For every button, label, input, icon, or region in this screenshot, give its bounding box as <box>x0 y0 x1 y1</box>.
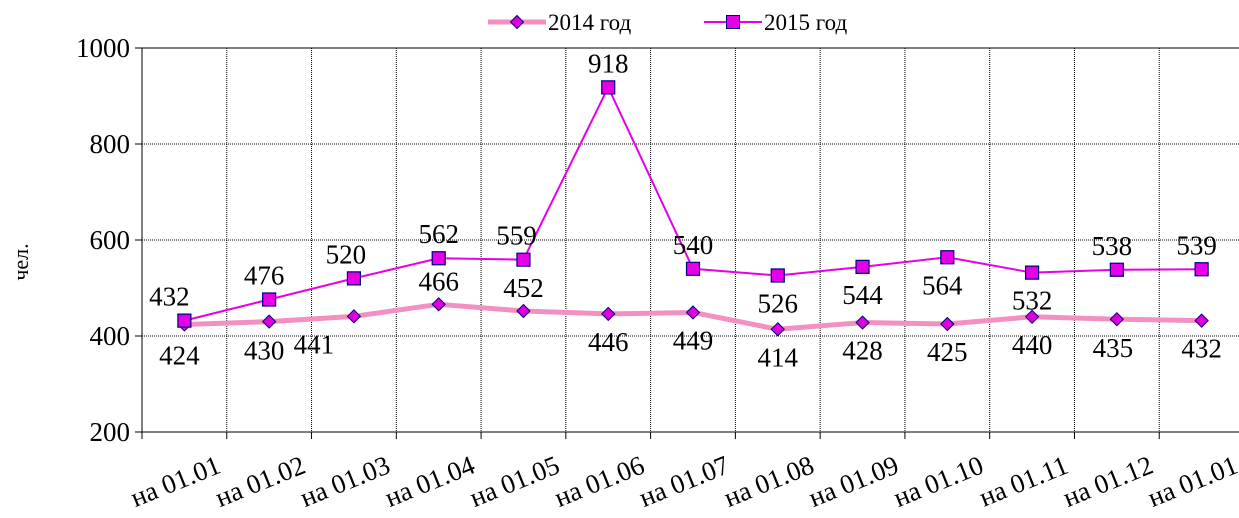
data-label-2015: 526 <box>758 289 799 319</box>
legend-marker-2015 <box>726 15 740 29</box>
data-labels: 424 430 441 466 452 446 449 414 428 425 440 435 432 4… <box>149 48 1222 372</box>
x-tick-label: на 01.01 <box>126 450 224 513</box>
x-tick-label: на 01.03 <box>296 450 394 513</box>
marker-2014 <box>855 315 870 330</box>
x-tick-label: на 01.08 <box>720 450 818 513</box>
data-label-2015: 538 <box>1092 231 1133 261</box>
data-label-2014: 425 <box>927 337 968 367</box>
marker-2014 <box>1194 313 1209 328</box>
data-label-2014: 430 <box>244 336 285 366</box>
x-tick-label: на 01.12 <box>1059 450 1157 513</box>
marker-2014 <box>940 316 955 332</box>
y-tick-label: 200 <box>90 417 131 447</box>
marker-2015 <box>516 252 531 267</box>
data-label-2015: 564 <box>922 270 963 300</box>
data-label-2015: 539 <box>1176 230 1217 260</box>
data-label-2014: 446 <box>588 327 629 357</box>
y-tick-label: 800 <box>90 129 131 159</box>
legend-label-2014: 2014 год <box>548 10 631 35</box>
marker-2015 <box>431 251 446 266</box>
legend-marker-2014 <box>509 14 525 30</box>
marker-2014 <box>346 309 362 324</box>
x-tick-label: на 01.11 <box>975 450 1072 513</box>
y-tick-label: 600 <box>90 225 131 255</box>
data-label-2015: 544 <box>842 280 883 310</box>
data-label-2015: 476 <box>244 261 285 291</box>
marker-2015 <box>685 261 701 276</box>
data-label-2014: 414 <box>758 342 799 372</box>
marker-2015 <box>855 259 870 274</box>
data-label-2014: 466 <box>418 266 459 296</box>
x-tick-label: на 01.10 <box>889 450 987 513</box>
y-tick-label: 400 <box>90 321 131 351</box>
data-label-2014: 440 <box>1012 330 1053 360</box>
y-axis-label: чел. <box>8 243 33 280</box>
series-lines <box>177 80 1209 337</box>
data-label-2014: 428 <box>842 336 883 366</box>
legend: 2014 год 2015 год <box>488 10 847 35</box>
x-tick-label: на 01.07 <box>635 450 733 513</box>
legend-item-2015: 2015 год <box>704 10 847 35</box>
marker-2015 <box>940 250 955 265</box>
marker-2014 <box>516 303 531 319</box>
marker-2014 <box>1024 309 1040 325</box>
marker-2015 <box>1109 262 1124 277</box>
data-label-2015: 520 <box>326 239 367 269</box>
data-label-2015: 562 <box>418 219 459 249</box>
marker-2014 <box>261 314 277 329</box>
marker-2015 <box>601 80 616 95</box>
data-label-2015: 918 <box>588 48 629 78</box>
marker-2014 <box>685 305 701 320</box>
y-tick-label: 1000 <box>76 33 130 63</box>
data-label-2014: 449 <box>673 325 714 355</box>
grid-lines <box>142 48 1239 432</box>
marker-2015 <box>770 268 785 283</box>
data-label-2015: 559 <box>496 221 537 251</box>
x-tick-label: на 01.09 <box>804 450 902 513</box>
marker-2015 <box>262 292 277 307</box>
legend-label-2015: 2015 год <box>764 10 847 35</box>
data-label-2014: 441 <box>294 329 335 359</box>
data-label-2014: 452 <box>503 273 544 303</box>
x-tick-label: на 01.01 <box>1144 450 1239 513</box>
marker-2014 <box>431 297 446 312</box>
marker-2015 <box>1024 265 1040 280</box>
y-axis: 200 400 600 800 1000 <box>76 33 142 447</box>
x-tick-label: на 01.06 <box>550 450 648 513</box>
data-label-2015: 532 <box>1012 286 1053 316</box>
marker-2015 <box>346 271 362 286</box>
x-tick-label: на 01.04 <box>381 450 480 513</box>
x-tick-label: на 01.02 <box>211 450 309 513</box>
data-label-2014: 435 <box>1093 333 1134 363</box>
marker-2015 <box>177 313 192 328</box>
data-label-2015: 540 <box>673 230 714 260</box>
marker-2014 <box>770 322 785 337</box>
data-label-2014: 432 <box>1181 334 1222 364</box>
marker-2015 <box>1194 262 1209 277</box>
data-label-2015: 432 <box>149 282 190 312</box>
legend-item-2014: 2014 год <box>488 10 631 35</box>
marker-2014 <box>1109 311 1125 327</box>
data-label-2014: 424 <box>159 340 200 370</box>
x-tick-label: на 01.05 <box>465 450 563 513</box>
marker-2014 <box>601 306 616 322</box>
